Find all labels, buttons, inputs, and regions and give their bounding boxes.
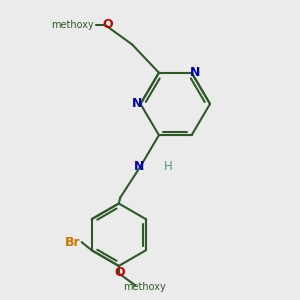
Text: methoxy: methoxy — [123, 282, 165, 292]
Text: Br: Br — [65, 236, 80, 249]
Text: H: H — [164, 160, 172, 173]
Text: N: N — [131, 97, 142, 110]
Text: N: N — [134, 160, 144, 173]
Text: O: O — [103, 18, 113, 31]
Text: N: N — [190, 66, 201, 79]
Text: O: O — [114, 266, 125, 279]
Text: methoxy: methoxy — [51, 20, 94, 30]
